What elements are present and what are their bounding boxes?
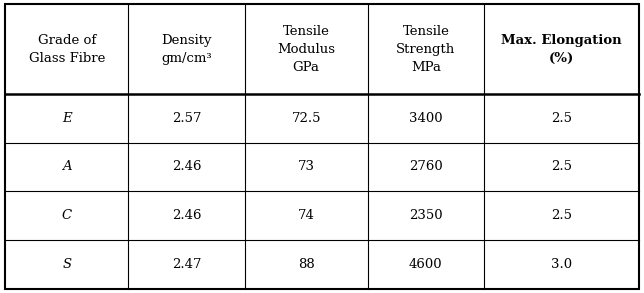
Text: 2350: 2350	[409, 209, 442, 222]
Text: 3400: 3400	[409, 112, 442, 125]
Text: 74: 74	[298, 209, 315, 222]
Text: 72.5: 72.5	[291, 112, 321, 125]
Text: 73: 73	[298, 161, 315, 173]
Text: E: E	[62, 112, 71, 125]
Text: Max. Elongation
(%): Max. Elongation (%)	[501, 34, 621, 65]
Text: Grade of
Glass Fibre: Grade of Glass Fibre	[28, 34, 105, 65]
Text: 2760: 2760	[409, 161, 442, 173]
Text: S: S	[62, 258, 71, 271]
Text: 2.47: 2.47	[172, 258, 201, 271]
Text: 2.46: 2.46	[172, 161, 201, 173]
Text: 88: 88	[298, 258, 314, 271]
Text: 2.5: 2.5	[551, 209, 572, 222]
Text: 2.5: 2.5	[551, 161, 572, 173]
Text: Density
gm/cm³: Density gm/cm³	[161, 34, 212, 65]
Text: Tensile
Strength
MPa: Tensile Strength MPa	[396, 25, 455, 74]
Text: Tensile
Modulus
GPa: Tensile Modulus GPa	[277, 25, 335, 74]
Text: C: C	[62, 209, 72, 222]
Text: 3.0: 3.0	[551, 258, 572, 271]
Text: 2.46: 2.46	[172, 209, 201, 222]
Text: A: A	[62, 161, 71, 173]
Text: 2.57: 2.57	[172, 112, 201, 125]
Text: 2.5: 2.5	[551, 112, 572, 125]
Text: 4600: 4600	[409, 258, 442, 271]
